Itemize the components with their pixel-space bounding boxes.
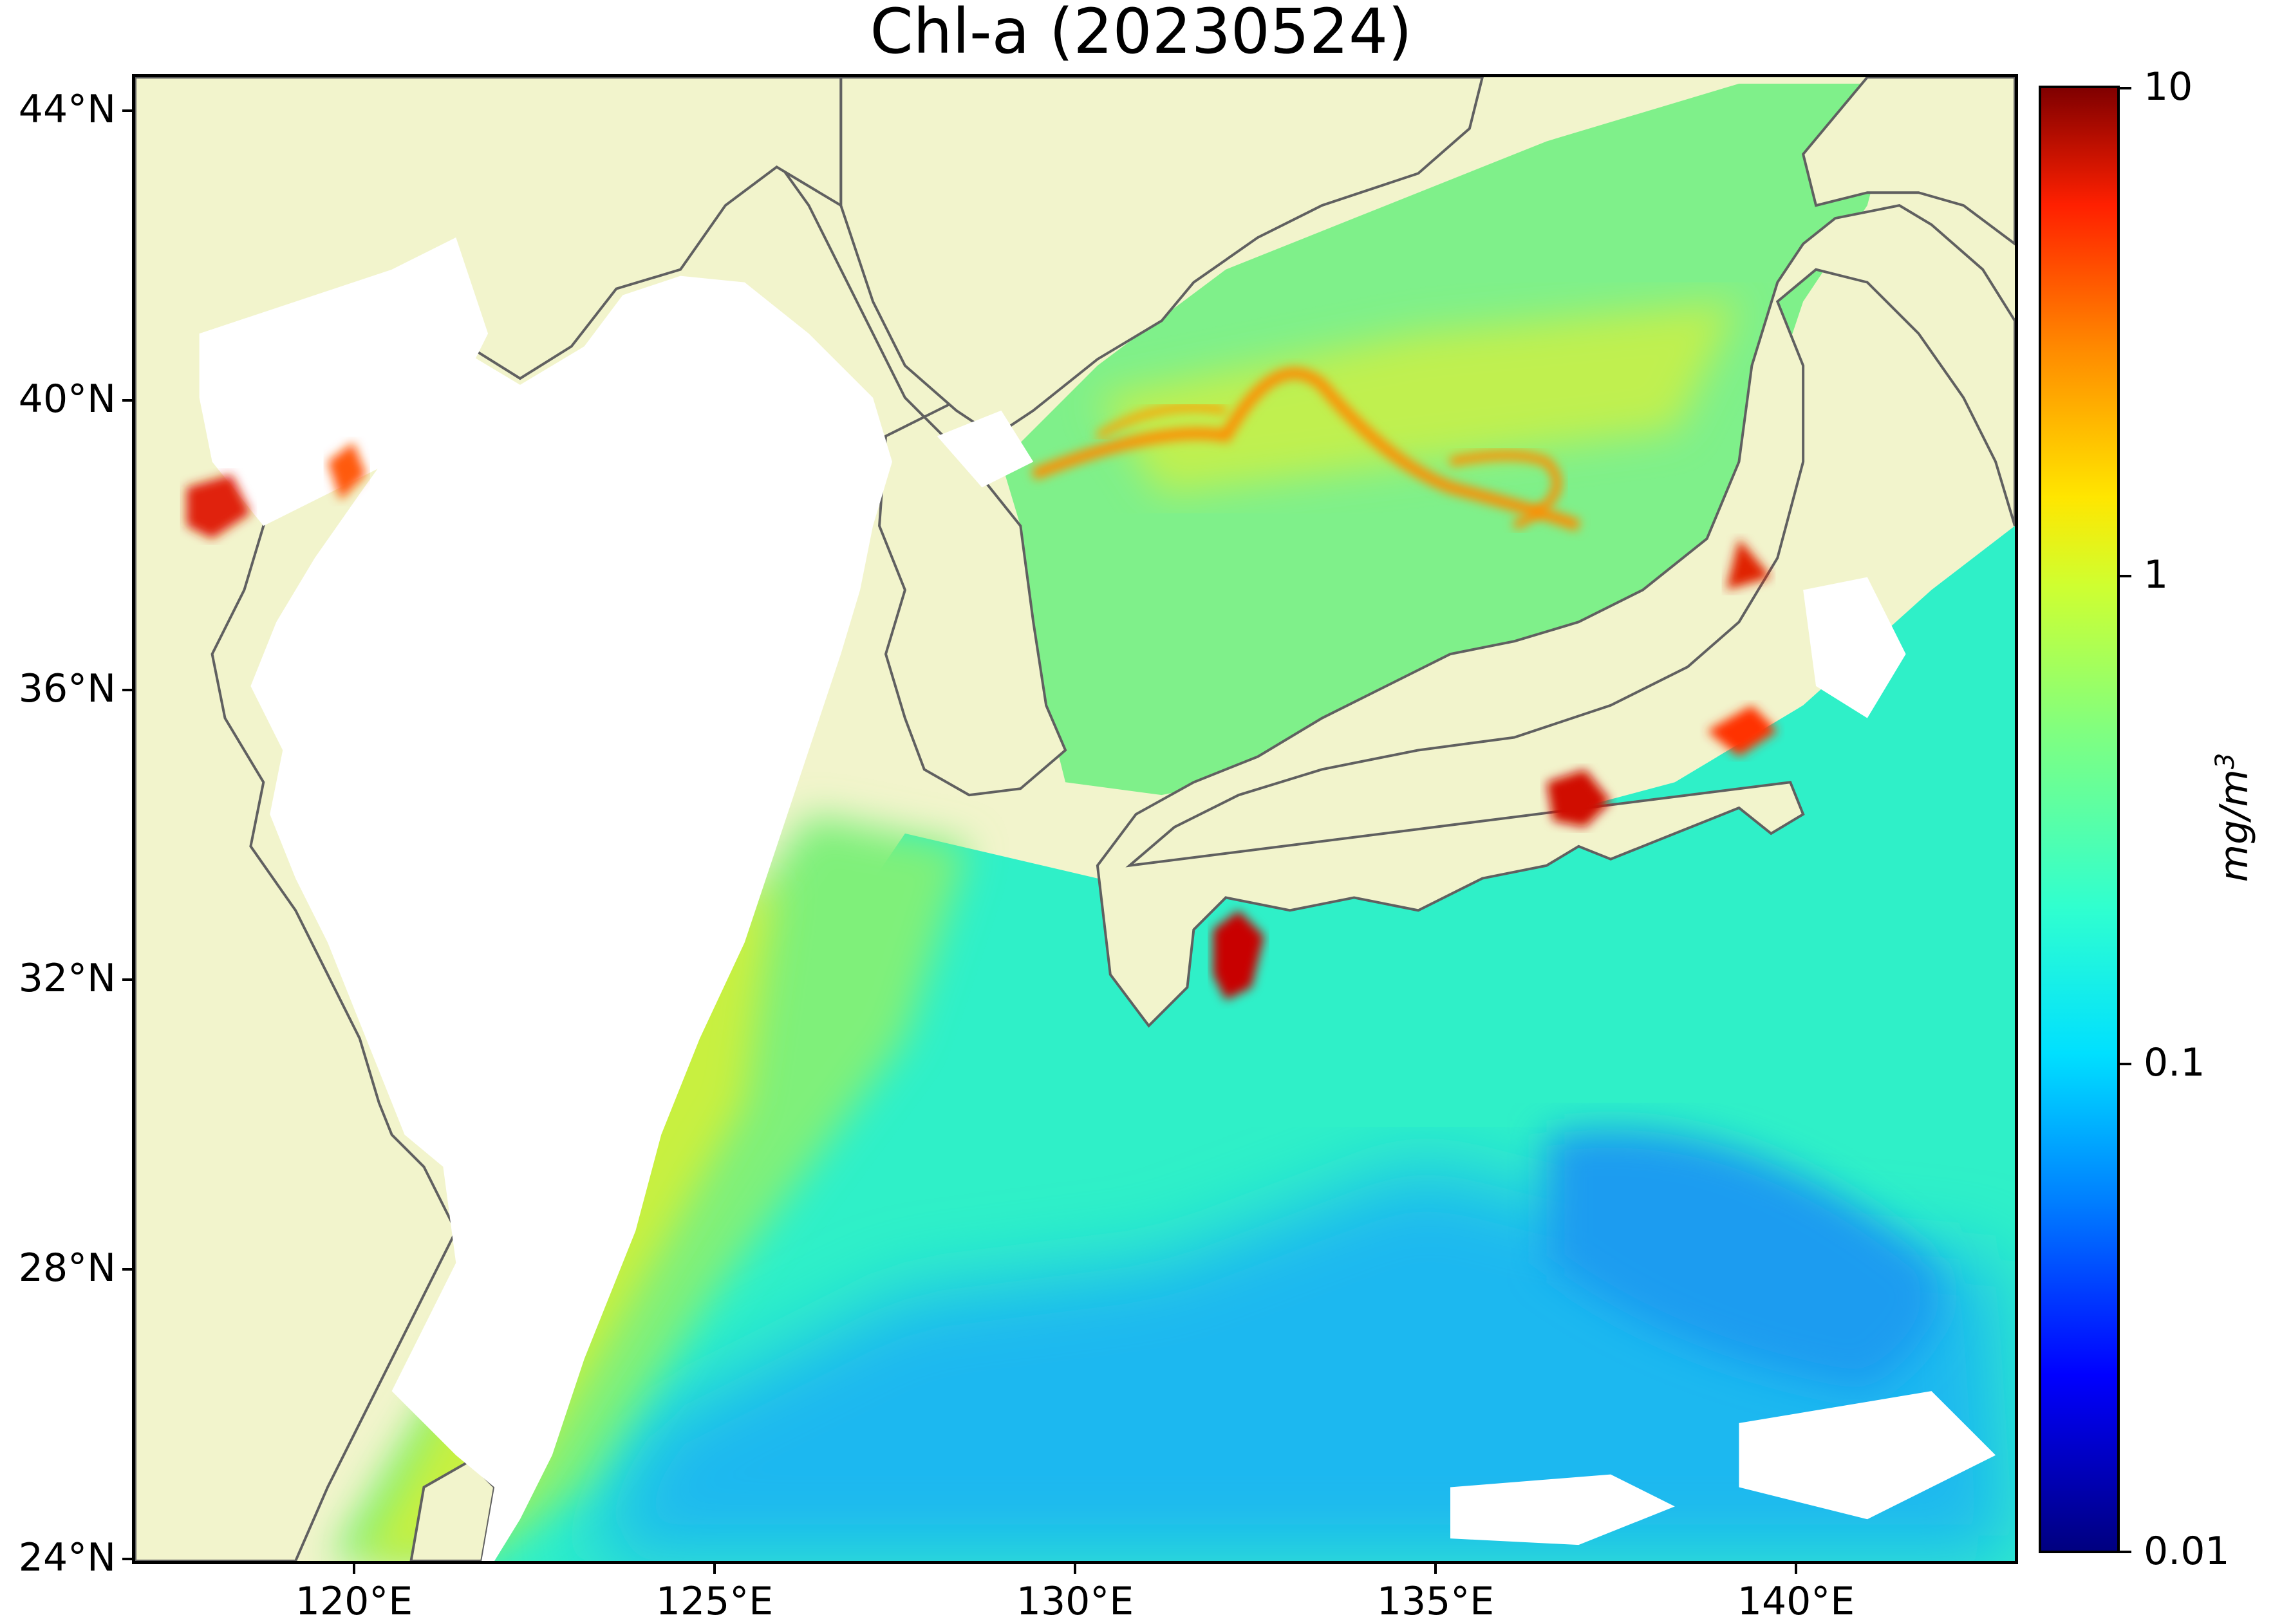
colorbar-tick <box>2120 575 2131 577</box>
sea-of-japan-yellow <box>1097 301 1739 494</box>
lon-tick <box>1795 1564 1797 1574</box>
lon-tick <box>353 1564 355 1574</box>
lon-label-135e: 135°E <box>1376 1579 1495 1624</box>
russia-land <box>839 77 1484 438</box>
lat-tick <box>122 689 132 691</box>
colorbar <box>2039 86 2120 1553</box>
colorbar-tick <box>2120 87 2131 89</box>
colorbar-label-0-1: 0.1 <box>2144 1040 2205 1085</box>
colorbar-tick <box>2120 1551 2131 1553</box>
colorbar-label-0-01: 0.01 <box>2144 1529 2230 1574</box>
chl-front <box>1095 403 1227 440</box>
lon-tick <box>713 1564 716 1574</box>
hokkaido-land <box>1801 77 2015 246</box>
lon-label-125e: 125°E <box>655 1579 774 1624</box>
no-data-cloud <box>1739 1391 1996 1520</box>
coastal-bloom <box>1213 910 1264 1000</box>
lon-label-140e: 140°E <box>1737 1579 1855 1624</box>
map-frame <box>132 74 2018 1564</box>
lat-tick <box>122 978 132 981</box>
chl-front <box>1031 368 1581 532</box>
lon-tick <box>1434 1564 1437 1574</box>
lat-tick <box>122 399 132 402</box>
no-data-cloud <box>1803 577 1906 718</box>
lat-label-36n: 36°N <box>18 666 116 711</box>
no-data-bohai <box>199 237 489 526</box>
chl-front <box>1449 451 1562 530</box>
lon-label-120e: 120°E <box>295 1579 413 1624</box>
coastal-bloom <box>1726 538 1772 590</box>
lat-tick <box>122 1268 132 1271</box>
lat-label-24n: 24°N <box>18 1535 116 1580</box>
lat-label-32n: 32°N <box>18 956 116 1001</box>
no-data-cloud <box>937 410 1034 488</box>
bohai-bloom <box>327 442 366 501</box>
lat-label-28n: 28°N <box>18 1246 116 1291</box>
colorbar-unit-text: mg/m <box>2212 769 2257 882</box>
lon-label-130e: 130°E <box>1016 1579 1134 1624</box>
no-data-yellow-sea <box>250 275 892 1561</box>
coastal-bloom <box>1707 705 1778 757</box>
lat-label-40n: 40°N <box>18 377 116 422</box>
bohai-bloom <box>186 474 251 539</box>
japan-land <box>1096 204 2015 1028</box>
no-data-cloud <box>1450 1474 1675 1545</box>
colorbar-unit-label: mg/m3 <box>2211 753 2257 882</box>
chlorophyll-map <box>135 77 2015 1561</box>
blue-eddy <box>1546 1129 1940 1392</box>
map-title: Chl-a (20230524) <box>870 0 1412 68</box>
coastal-bloom <box>1546 769 1611 827</box>
lon-tick <box>1074 1564 1076 1574</box>
colorbar-label-1: 1 <box>2144 552 2169 597</box>
colorbar-label-10: 10 <box>2144 64 2193 109</box>
china-land <box>135 77 843 1561</box>
lat-label-44n: 44°N <box>18 87 116 132</box>
colorbar-unit-exponent: 3 <box>2211 752 2240 770</box>
lat-tick <box>122 109 132 112</box>
colorbar-tick <box>2120 1063 2131 1065</box>
lat-tick <box>122 1558 132 1560</box>
